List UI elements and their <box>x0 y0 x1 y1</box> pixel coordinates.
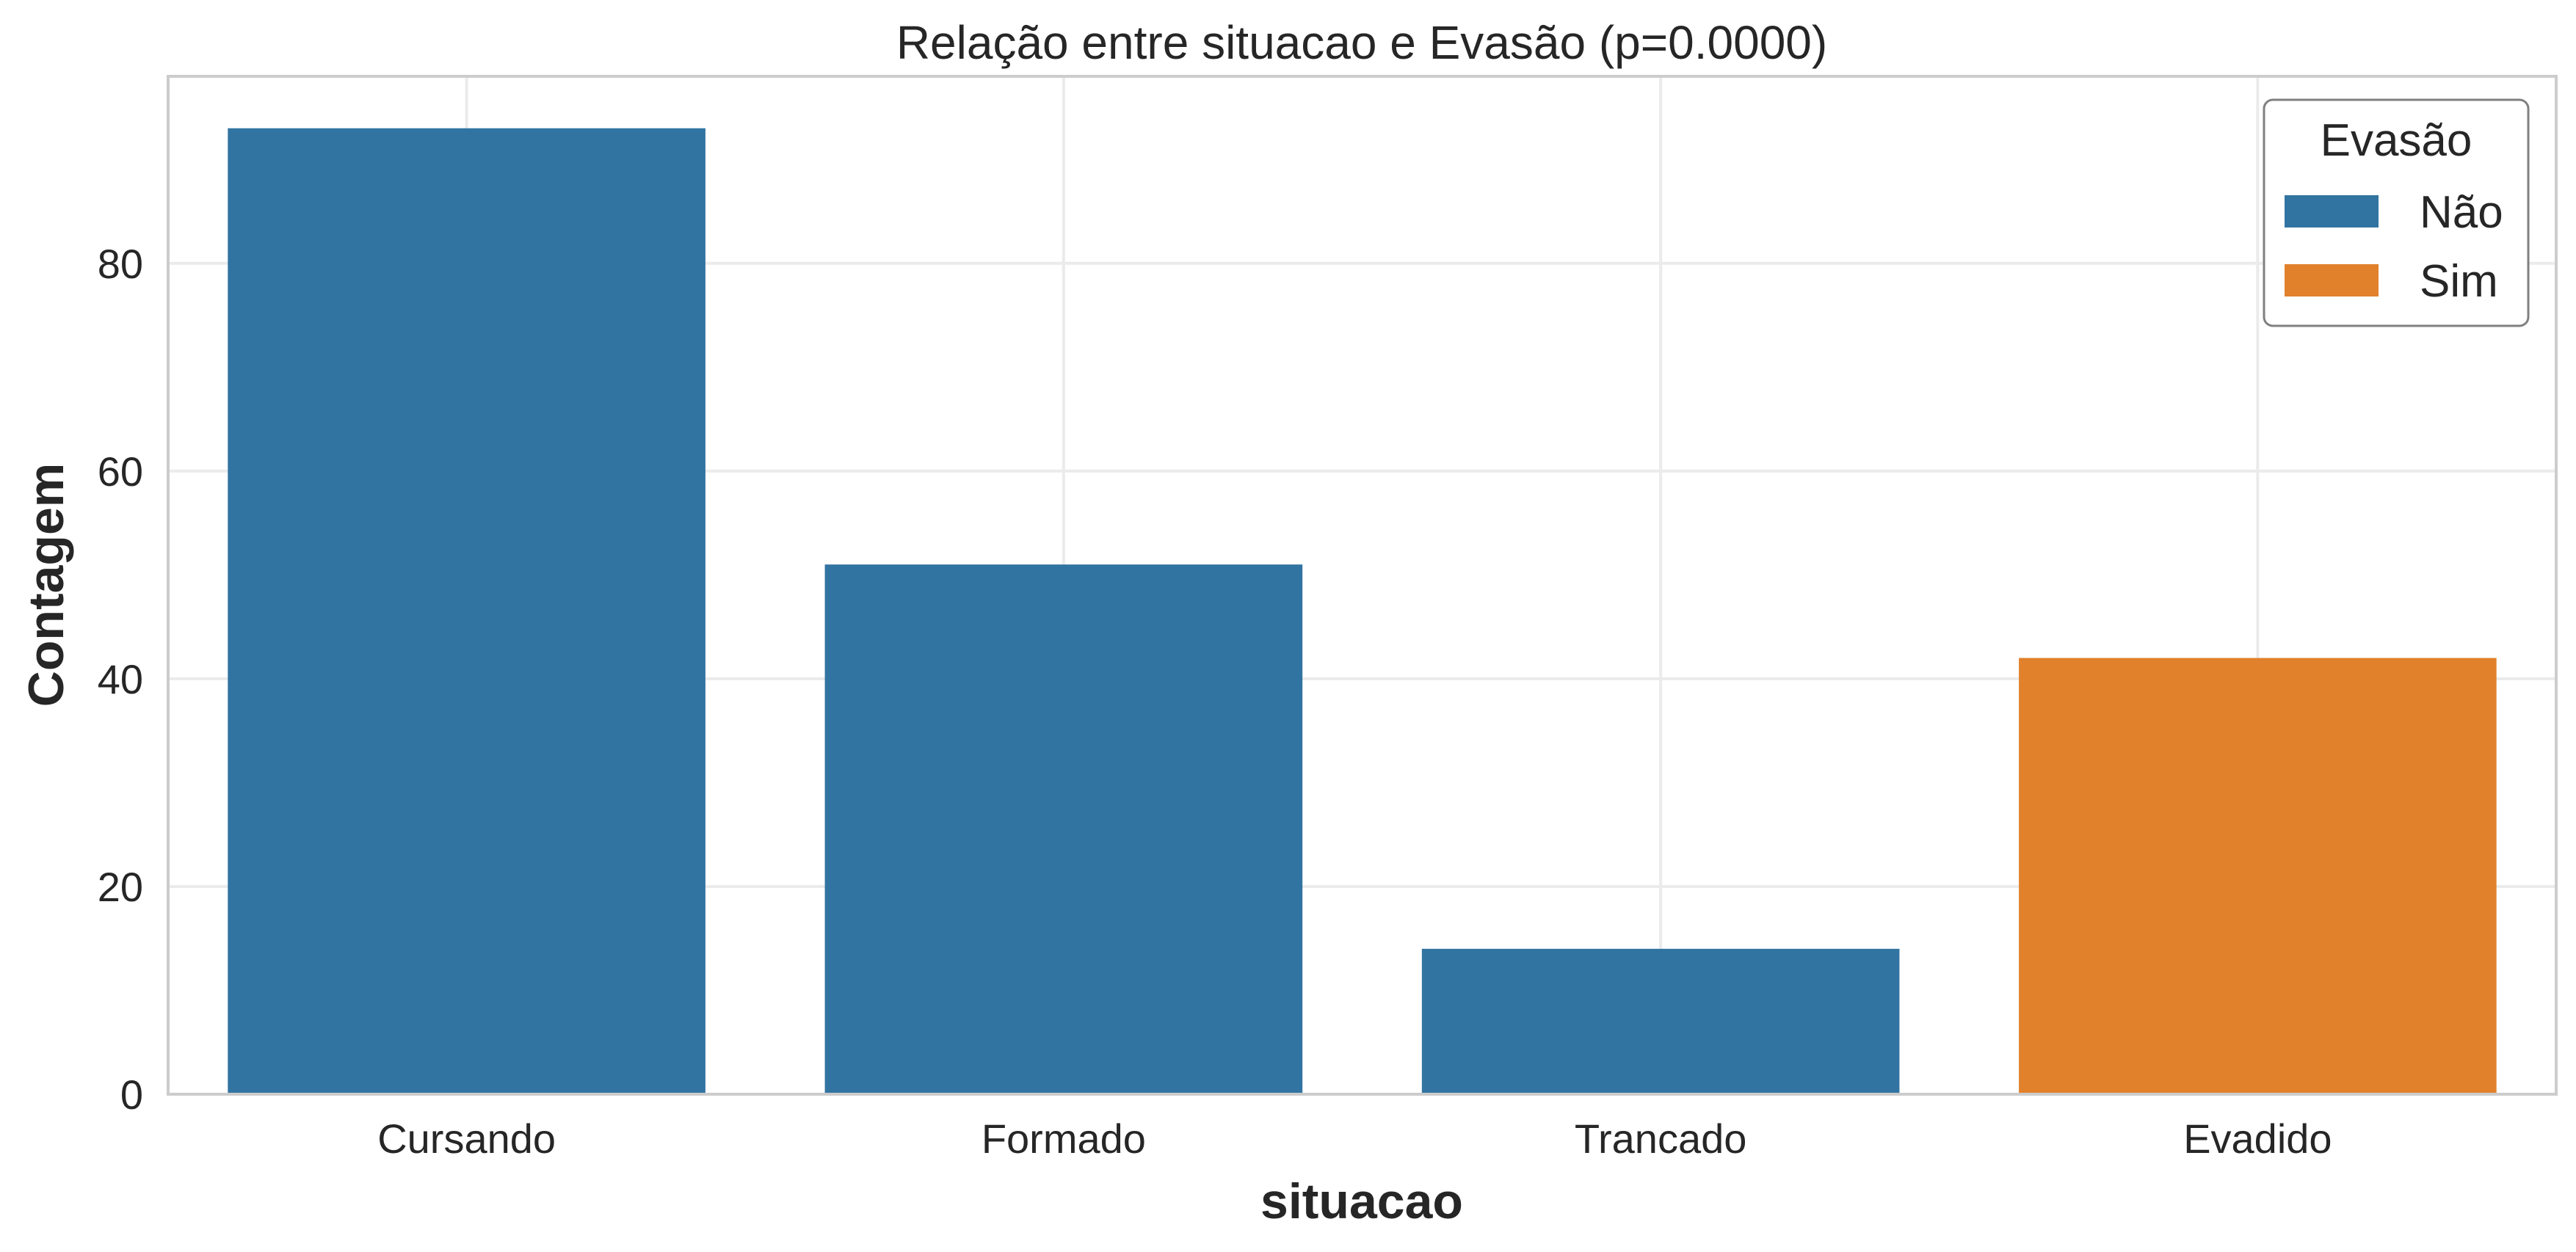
x-tick-labels: Cursando Formado Trancado Evadido <box>377 1115 2332 1162</box>
y-tick-label-60: 60 <box>98 448 143 495</box>
bars <box>228 128 2497 1095</box>
plot-frame <box>167 75 2558 1096</box>
legend-title: Evasão <box>2321 115 2472 166</box>
bar-formado <box>824 564 1303 1094</box>
x-axis-label: situacao <box>1260 1173 1463 1229</box>
y-axis-label: Contagem <box>18 463 74 707</box>
x-tick-label-cursando: Cursando <box>377 1115 556 1162</box>
y-tick-label-20: 20 <box>98 864 143 910</box>
legend-swatch-nao <box>2285 195 2379 228</box>
x-tick-label-formado: Formado <box>982 1115 1146 1162</box>
legend-label-sim: Sim <box>2420 256 2498 307</box>
bar-evadido <box>2019 658 2497 1094</box>
legend-swatch-sim <box>2285 264 2379 296</box>
y-tick-label-0: 0 <box>120 1071 143 1118</box>
bar-cursando <box>228 128 705 1095</box>
chart-title: Relação entre situacao e Evasão (p=0.000… <box>896 16 1827 69</box>
legend: Evasão Não Sim <box>2263 98 2530 327</box>
y-tick-label-80: 80 <box>98 241 143 287</box>
y-tick-label-40: 40 <box>98 656 143 702</box>
bar-trancado <box>1421 948 1900 1094</box>
x-tick-label-trancado: Trancado <box>1575 1115 1747 1162</box>
legend-label-nao: Não <box>2420 187 2503 238</box>
x-tick-label-evadido: Evadido <box>2183 1115 2332 1162</box>
y-tick-labels: 0 20 40 60 80 <box>98 241 143 1118</box>
